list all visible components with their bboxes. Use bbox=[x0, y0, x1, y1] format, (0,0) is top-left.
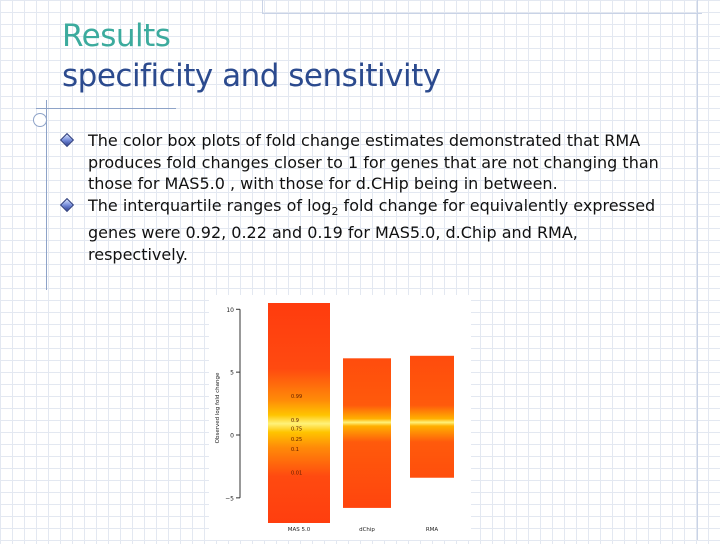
y-tick-label: −5 bbox=[225, 495, 234, 502]
x-tick-label: dChip bbox=[359, 527, 375, 533]
box-plot-chart: 10 5 0 −5 Observed log fold change MAS 5.0 dCh… bbox=[209, 295, 471, 540]
bullet-list: The color box plots of fold change estim… bbox=[59, 130, 660, 266]
box-rma bbox=[410, 355, 454, 478]
chart-svg: 10 5 0 −5 Observed log fold change MAS 5.0 dCh… bbox=[215, 303, 454, 533]
decorative-rule bbox=[262, 13, 702, 14]
quantile-label: 0.25 bbox=[291, 437, 302, 443]
diamond-bullet-icon bbox=[59, 132, 75, 148]
bullet-item: The color box plots of fold change estim… bbox=[59, 130, 660, 195]
decorative-rule bbox=[697, 0, 698, 540]
margin-rule bbox=[46, 100, 47, 290]
title-line-2: specificity and sensitivity bbox=[62, 58, 441, 94]
decorative-rule bbox=[262, 0, 263, 14]
x-tick-label: MAS 5.0 bbox=[288, 527, 311, 533]
bullet-text-part: fold change for equivalently expressed g… bbox=[88, 195, 656, 264]
y-tick-label: 0 bbox=[230, 433, 234, 440]
quantile-label: 0.99 bbox=[291, 394, 302, 400]
bullet-text: The color box plots of fold change estim… bbox=[88, 131, 659, 193]
circle-ornament bbox=[33, 113, 47, 127]
title-line-1: Results bbox=[62, 18, 171, 54]
bullet-text-part: The interquartile ranges of log bbox=[88, 195, 332, 215]
x-tick-label: RMA bbox=[426, 527, 439, 533]
box-mas-5-0 bbox=[268, 303, 330, 523]
y-tick-label: 5 bbox=[230, 370, 234, 377]
title-divider bbox=[36, 108, 176, 109]
y-tick-label: 10 bbox=[226, 307, 234, 314]
quantile-label: 0.75 bbox=[291, 427, 302, 433]
slide-title: Results specificity and sensitivity bbox=[62, 16, 441, 96]
bullet-text: The interquartile ranges of log2 fold ch… bbox=[88, 196, 655, 264]
chart-boxes bbox=[268, 303, 454, 523]
box-dchip bbox=[343, 358, 391, 508]
chart-axes bbox=[236, 308, 241, 499]
quantile-label: 0.1 bbox=[291, 447, 299, 453]
bullet-item: The interquartile ranges of log2 fold ch… bbox=[59, 195, 660, 266]
quantile-label: 0.01 bbox=[291, 471, 302, 477]
subscript: 2 bbox=[331, 204, 339, 218]
quantile-label: 0.9 bbox=[291, 418, 299, 424]
y-axis-title: Observed log fold change bbox=[215, 372, 221, 443]
chart-labels: 10 5 0 −5 Observed log fold change MAS 5.0 dCh… bbox=[215, 307, 438, 533]
diamond-bullet-icon bbox=[59, 197, 75, 212]
